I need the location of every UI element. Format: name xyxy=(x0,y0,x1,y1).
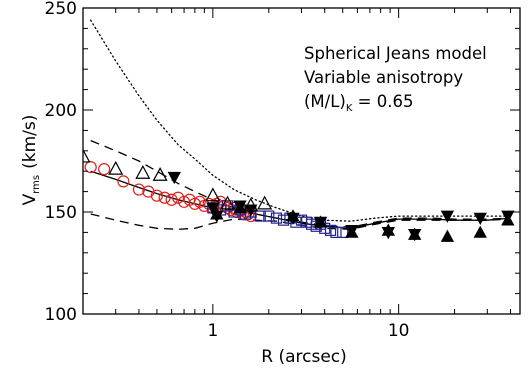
series-line-3 xyxy=(90,213,511,230)
data-point xyxy=(210,207,224,220)
annotation-ml-sub: K xyxy=(346,103,353,114)
data-point xyxy=(84,161,97,174)
series-markers-filled-triangle-up xyxy=(210,201,515,242)
data-point xyxy=(440,229,455,242)
series-layer xyxy=(83,19,515,242)
annotation-line-3: (M/L)K = 0.65 xyxy=(304,92,414,114)
y-axis-title-unit: (km/s) xyxy=(20,115,40,169)
data-point xyxy=(381,223,396,236)
annotation-ml-value: = 0.65 xyxy=(352,92,413,111)
data-point xyxy=(501,213,515,226)
data-point xyxy=(313,215,328,228)
data-point xyxy=(473,212,487,225)
data-point xyxy=(408,227,422,240)
data-point xyxy=(165,193,178,206)
data-point xyxy=(214,195,227,208)
data-point xyxy=(150,189,164,202)
data-point xyxy=(135,164,151,179)
x-tick-label: 1 xyxy=(207,321,218,341)
x-tick-label: 10 xyxy=(388,321,410,341)
data-point xyxy=(206,202,220,215)
data-point xyxy=(330,226,342,238)
annotation-line-1: Spherical Jeans model xyxy=(304,44,487,63)
data-point xyxy=(286,209,300,222)
y-tick-label: 250 xyxy=(45,0,77,19)
data-point xyxy=(440,210,455,223)
y-tick-label: 100 xyxy=(45,305,77,325)
data-point xyxy=(193,195,206,208)
data-point xyxy=(270,212,283,224)
data-point xyxy=(244,204,258,217)
series-line-0 xyxy=(90,19,512,222)
y-axis-title: Vrms (km/s) xyxy=(20,115,42,206)
data-point xyxy=(254,210,266,222)
plot-frame xyxy=(82,7,521,315)
data-point xyxy=(108,160,124,175)
y-tick-label: 200 xyxy=(45,101,77,121)
y-axis-title-main: V xyxy=(20,193,40,205)
annotation-line-2: Variable anisotropy xyxy=(304,68,463,87)
data-point xyxy=(337,226,349,238)
data-point xyxy=(158,191,171,204)
series-line-2 xyxy=(90,170,511,229)
annotation-ml: (M/L) xyxy=(304,92,346,111)
x-axis-title: R (arcsec) xyxy=(261,347,347,367)
data-point xyxy=(132,183,146,196)
data-point xyxy=(263,210,275,222)
data-point xyxy=(345,225,359,238)
data-point xyxy=(98,163,111,176)
y-tick-label: 150 xyxy=(45,203,77,223)
data-point xyxy=(257,195,273,210)
data-point xyxy=(233,201,247,214)
data-point xyxy=(473,225,487,238)
data-point xyxy=(220,195,236,210)
y-axis-title-sub: rms xyxy=(31,175,42,194)
data-point xyxy=(83,148,91,163)
data-point xyxy=(172,191,185,204)
data-point xyxy=(205,187,221,202)
data-point xyxy=(117,175,130,188)
data-point xyxy=(152,167,168,181)
data-point xyxy=(167,171,181,185)
